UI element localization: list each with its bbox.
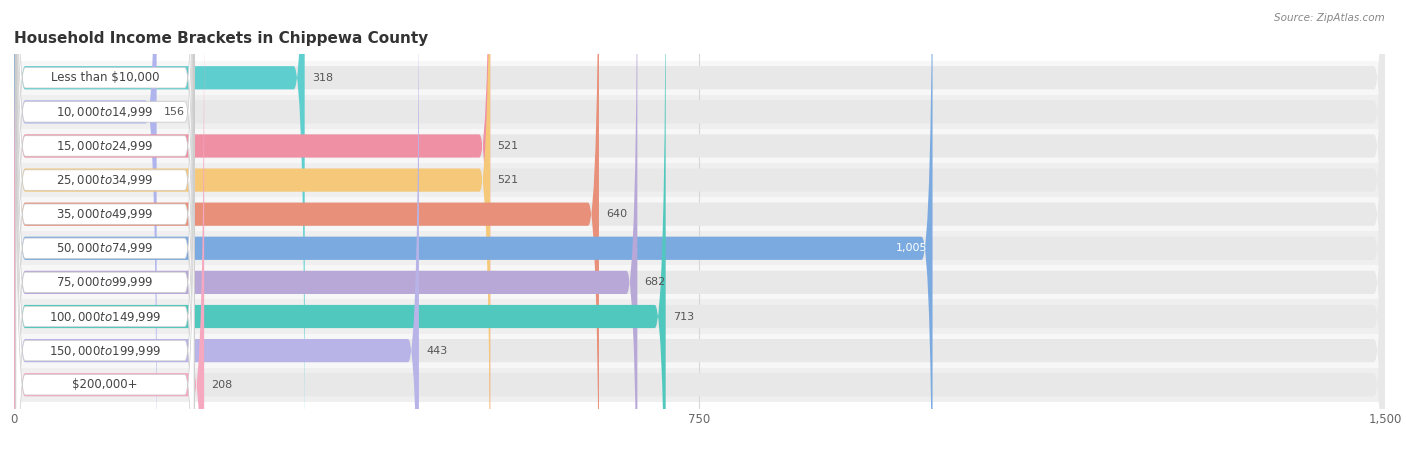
Text: $150,000 to $199,999: $150,000 to $199,999	[49, 343, 162, 357]
Bar	[14, 265, 1385, 299]
FancyBboxPatch shape	[14, 0, 419, 449]
FancyBboxPatch shape	[15, 0, 194, 449]
FancyBboxPatch shape	[15, 0, 194, 449]
FancyBboxPatch shape	[14, 0, 1385, 449]
Bar	[14, 61, 1385, 95]
FancyBboxPatch shape	[15, 0, 194, 449]
FancyBboxPatch shape	[14, 0, 156, 449]
Bar	[14, 129, 1385, 163]
FancyBboxPatch shape	[14, 0, 1385, 449]
FancyBboxPatch shape	[15, 20, 194, 449]
FancyBboxPatch shape	[14, 0, 305, 449]
Text: $25,000 to $34,999: $25,000 to $34,999	[56, 173, 153, 187]
Text: 443: 443	[426, 346, 447, 356]
Text: $35,000 to $49,999: $35,000 to $49,999	[56, 207, 153, 221]
Text: $200,000+: $200,000+	[72, 378, 138, 391]
Text: Household Income Brackets in Chippewa County: Household Income Brackets in Chippewa Co…	[14, 31, 429, 46]
Bar	[14, 163, 1385, 197]
Bar	[14, 231, 1385, 265]
FancyBboxPatch shape	[14, 0, 665, 449]
Text: 521: 521	[498, 141, 519, 151]
Text: 521: 521	[498, 175, 519, 185]
Text: 682: 682	[644, 277, 666, 287]
FancyBboxPatch shape	[14, 0, 1385, 449]
Text: $100,000 to $149,999: $100,000 to $149,999	[49, 309, 162, 323]
FancyBboxPatch shape	[14, 0, 1385, 449]
Text: 1,005: 1,005	[896, 243, 927, 253]
FancyBboxPatch shape	[15, 0, 194, 449]
Bar	[14, 299, 1385, 334]
Text: $50,000 to $74,999: $50,000 to $74,999	[56, 241, 153, 255]
FancyBboxPatch shape	[14, 0, 1385, 449]
FancyBboxPatch shape	[14, 0, 932, 449]
Text: 713: 713	[673, 312, 695, 321]
Bar	[14, 197, 1385, 231]
Text: $15,000 to $24,999: $15,000 to $24,999	[56, 139, 153, 153]
FancyBboxPatch shape	[14, 0, 491, 449]
FancyBboxPatch shape	[14, 0, 1385, 449]
FancyBboxPatch shape	[14, 0, 1385, 449]
FancyBboxPatch shape	[14, 0, 204, 449]
Text: 208: 208	[211, 380, 233, 390]
Bar	[14, 95, 1385, 129]
FancyBboxPatch shape	[15, 0, 194, 443]
FancyBboxPatch shape	[14, 0, 491, 449]
FancyBboxPatch shape	[15, 0, 194, 449]
Text: 156: 156	[165, 107, 186, 117]
Text: Less than $10,000: Less than $10,000	[51, 71, 159, 84]
Text: 640: 640	[606, 209, 627, 219]
FancyBboxPatch shape	[15, 54, 194, 449]
Text: $75,000 to $99,999: $75,000 to $99,999	[56, 275, 153, 290]
FancyBboxPatch shape	[15, 0, 194, 409]
Bar	[14, 334, 1385, 368]
Text: Source: ZipAtlas.com: Source: ZipAtlas.com	[1274, 13, 1385, 23]
FancyBboxPatch shape	[14, 0, 599, 449]
Text: $10,000 to $14,999: $10,000 to $14,999	[56, 105, 153, 119]
Text: 318: 318	[312, 73, 333, 83]
FancyBboxPatch shape	[14, 0, 1385, 449]
FancyBboxPatch shape	[14, 0, 637, 449]
Bar	[14, 368, 1385, 402]
FancyBboxPatch shape	[15, 0, 194, 449]
FancyBboxPatch shape	[14, 0, 1385, 449]
FancyBboxPatch shape	[14, 0, 1385, 449]
